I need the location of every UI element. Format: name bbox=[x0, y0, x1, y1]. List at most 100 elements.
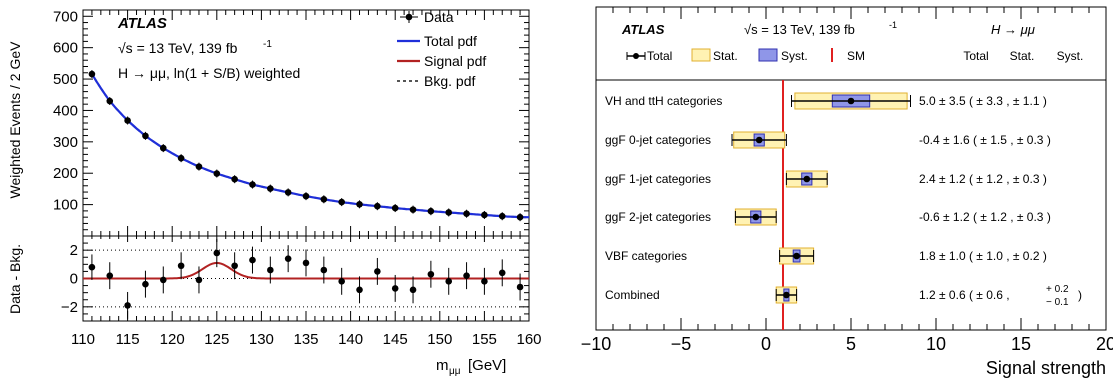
x-tick-label: 160 bbox=[516, 331, 541, 348]
x-tick-label-right: 0 bbox=[761, 334, 771, 354]
signal-strength-point bbox=[803, 175, 811, 183]
category-value-text: 2.4 ± 1.2 ( ± 1.2 , ± 0.3 ) bbox=[919, 172, 1047, 186]
ratio-point bbox=[177, 262, 185, 270]
legend-total-label: Total pdf bbox=[424, 33, 477, 49]
x-tick-label: 115 bbox=[116, 331, 140, 348]
energy-label-right: √s = 13 TeV, 139 fb bbox=[744, 22, 855, 37]
atlas-label-right: ATLAS bbox=[621, 22, 665, 37]
category-value-text: 1.8 ± 1.0 ( ± 1.0 , ± 0.2 ) bbox=[919, 249, 1047, 263]
ratio-point bbox=[88, 263, 96, 271]
data-point bbox=[356, 200, 363, 208]
x-tick-label-right: −5 bbox=[671, 334, 692, 354]
energy-label: √s = 13 TeV, 139 fb bbox=[118, 40, 238, 56]
ratio-point bbox=[159, 276, 167, 284]
data-point bbox=[516, 213, 524, 221]
ratio-point bbox=[142, 280, 149, 288]
x-tick-label-right: 20 bbox=[1096, 334, 1113, 354]
ratio-point bbox=[445, 278, 453, 285]
atlas-label: ATLAS bbox=[117, 15, 167, 32]
ratio-point bbox=[498, 269, 506, 277]
y-tick-label-bottom: −2 bbox=[61, 299, 78, 316]
legend-bkg-label: Bkg. pdf bbox=[424, 73, 475, 89]
y-tick-label-bottom: 0 bbox=[70, 271, 78, 288]
ratio-point bbox=[481, 278, 488, 285]
channel-label-right: H → μμ bbox=[991, 22, 1035, 37]
data-point bbox=[267, 185, 274, 192]
y-tick-label-top: 400 bbox=[53, 102, 78, 119]
data-point bbox=[177, 154, 185, 162]
y-tick-label-top: 500 bbox=[53, 71, 78, 88]
data-point bbox=[231, 175, 238, 183]
x-axis-title-unit: [GeV] bbox=[468, 357, 506, 374]
data-point bbox=[249, 181, 256, 188]
legend-syst-label: Syst. bbox=[781, 49, 808, 63]
data-point bbox=[106, 97, 114, 105]
legend-total-label-right: Total bbox=[647, 49, 672, 63]
x-tick-label-right: 10 bbox=[926, 334, 946, 354]
x-tick-label-right: −10 bbox=[581, 334, 612, 354]
total-pdf-curve bbox=[90, 73, 529, 219]
x-tick-label-right: 15 bbox=[1011, 334, 1031, 354]
data-point bbox=[338, 198, 345, 206]
y-tick-label-top: 300 bbox=[53, 134, 78, 151]
legend-stat-label: Stat. bbox=[713, 49, 738, 63]
ratio-point bbox=[338, 278, 345, 285]
x-tick-label: 120 bbox=[160, 331, 185, 348]
data-point bbox=[374, 202, 381, 210]
ratio-point bbox=[231, 262, 238, 270]
data-point bbox=[409, 206, 417, 213]
signal-strength-point bbox=[755, 136, 763, 144]
data-point bbox=[498, 212, 506, 220]
legend-data-label: Data bbox=[424, 9, 454, 25]
right-panel: −10 −5 0 5 10 15 20 Signal strength ATLAS √s = 13… bbox=[581, 6, 1113, 378]
category-label: ggF 1-jet categories bbox=[605, 172, 711, 186]
signal-strength-point bbox=[847, 97, 855, 105]
ratio-point bbox=[374, 268, 381, 275]
ratio-point bbox=[284, 255, 292, 262]
close-paren-text: ) bbox=[1078, 288, 1082, 302]
data-point bbox=[391, 204, 399, 212]
data-point bbox=[142, 132, 149, 140]
category-value-text: 1.2 ± 0.6 ( ± 0.6 , bbox=[919, 288, 1010, 302]
column-header: Stat. bbox=[1010, 49, 1035, 63]
y-tick-label-top: 100 bbox=[53, 197, 78, 214]
ratio-point bbox=[356, 286, 363, 294]
data-point bbox=[124, 117, 131, 124]
energy-superscript-right: -1 bbox=[889, 20, 897, 30]
ratio-point bbox=[516, 283, 524, 291]
ratio-point bbox=[249, 256, 256, 264]
ratio-point bbox=[463, 272, 470, 279]
category-label: ggF 2-jet categories bbox=[605, 210, 711, 224]
ratio-point bbox=[320, 266, 328, 274]
channel-label: H → μμ, ln(1 + S/B) weighted bbox=[118, 65, 300, 81]
data-point bbox=[213, 170, 221, 177]
left-panel: 110 115 120 125 130 135 140 145 150 155 160 100 200 3… bbox=[7, 8, 542, 377]
data-point bbox=[427, 207, 435, 215]
y-tick-label-top: 600 bbox=[53, 40, 78, 57]
x-tick-label: 140 bbox=[338, 331, 363, 348]
legend-stat-box bbox=[691, 48, 711, 62]
x-axis-title: m bbox=[436, 357, 449, 374]
category-label: Combined bbox=[605, 288, 660, 302]
x-tick-label: 135 bbox=[293, 331, 318, 348]
x-tick-label: 150 bbox=[427, 331, 452, 348]
data-point bbox=[302, 192, 310, 200]
category-label: VBF categories bbox=[605, 249, 687, 263]
category-label: ggF 0-jet categories bbox=[605, 133, 711, 147]
category-label: VH and ttH categories bbox=[605, 94, 722, 108]
column-header: Total bbox=[963, 49, 988, 63]
ratio-point bbox=[409, 286, 417, 294]
ratio-point bbox=[106, 272, 114, 279]
x-tick-label: 125 bbox=[204, 331, 229, 348]
syst-up-text: + 0.2 bbox=[1046, 284, 1069, 295]
x-tick-label-right: 5 bbox=[846, 334, 856, 354]
syst-down-text: − 0.1 bbox=[1046, 297, 1069, 308]
legend-syst-box bbox=[758, 48, 778, 62]
x-tick-label: 110 bbox=[71, 331, 95, 348]
signal-strength-point bbox=[783, 291, 790, 299]
category-value-text: -0.6 ± 1.2 ( ± 1.2 , ± 0.3 ) bbox=[919, 210, 1051, 224]
data-point bbox=[88, 70, 96, 78]
legend-sm-label: SM bbox=[847, 49, 865, 63]
